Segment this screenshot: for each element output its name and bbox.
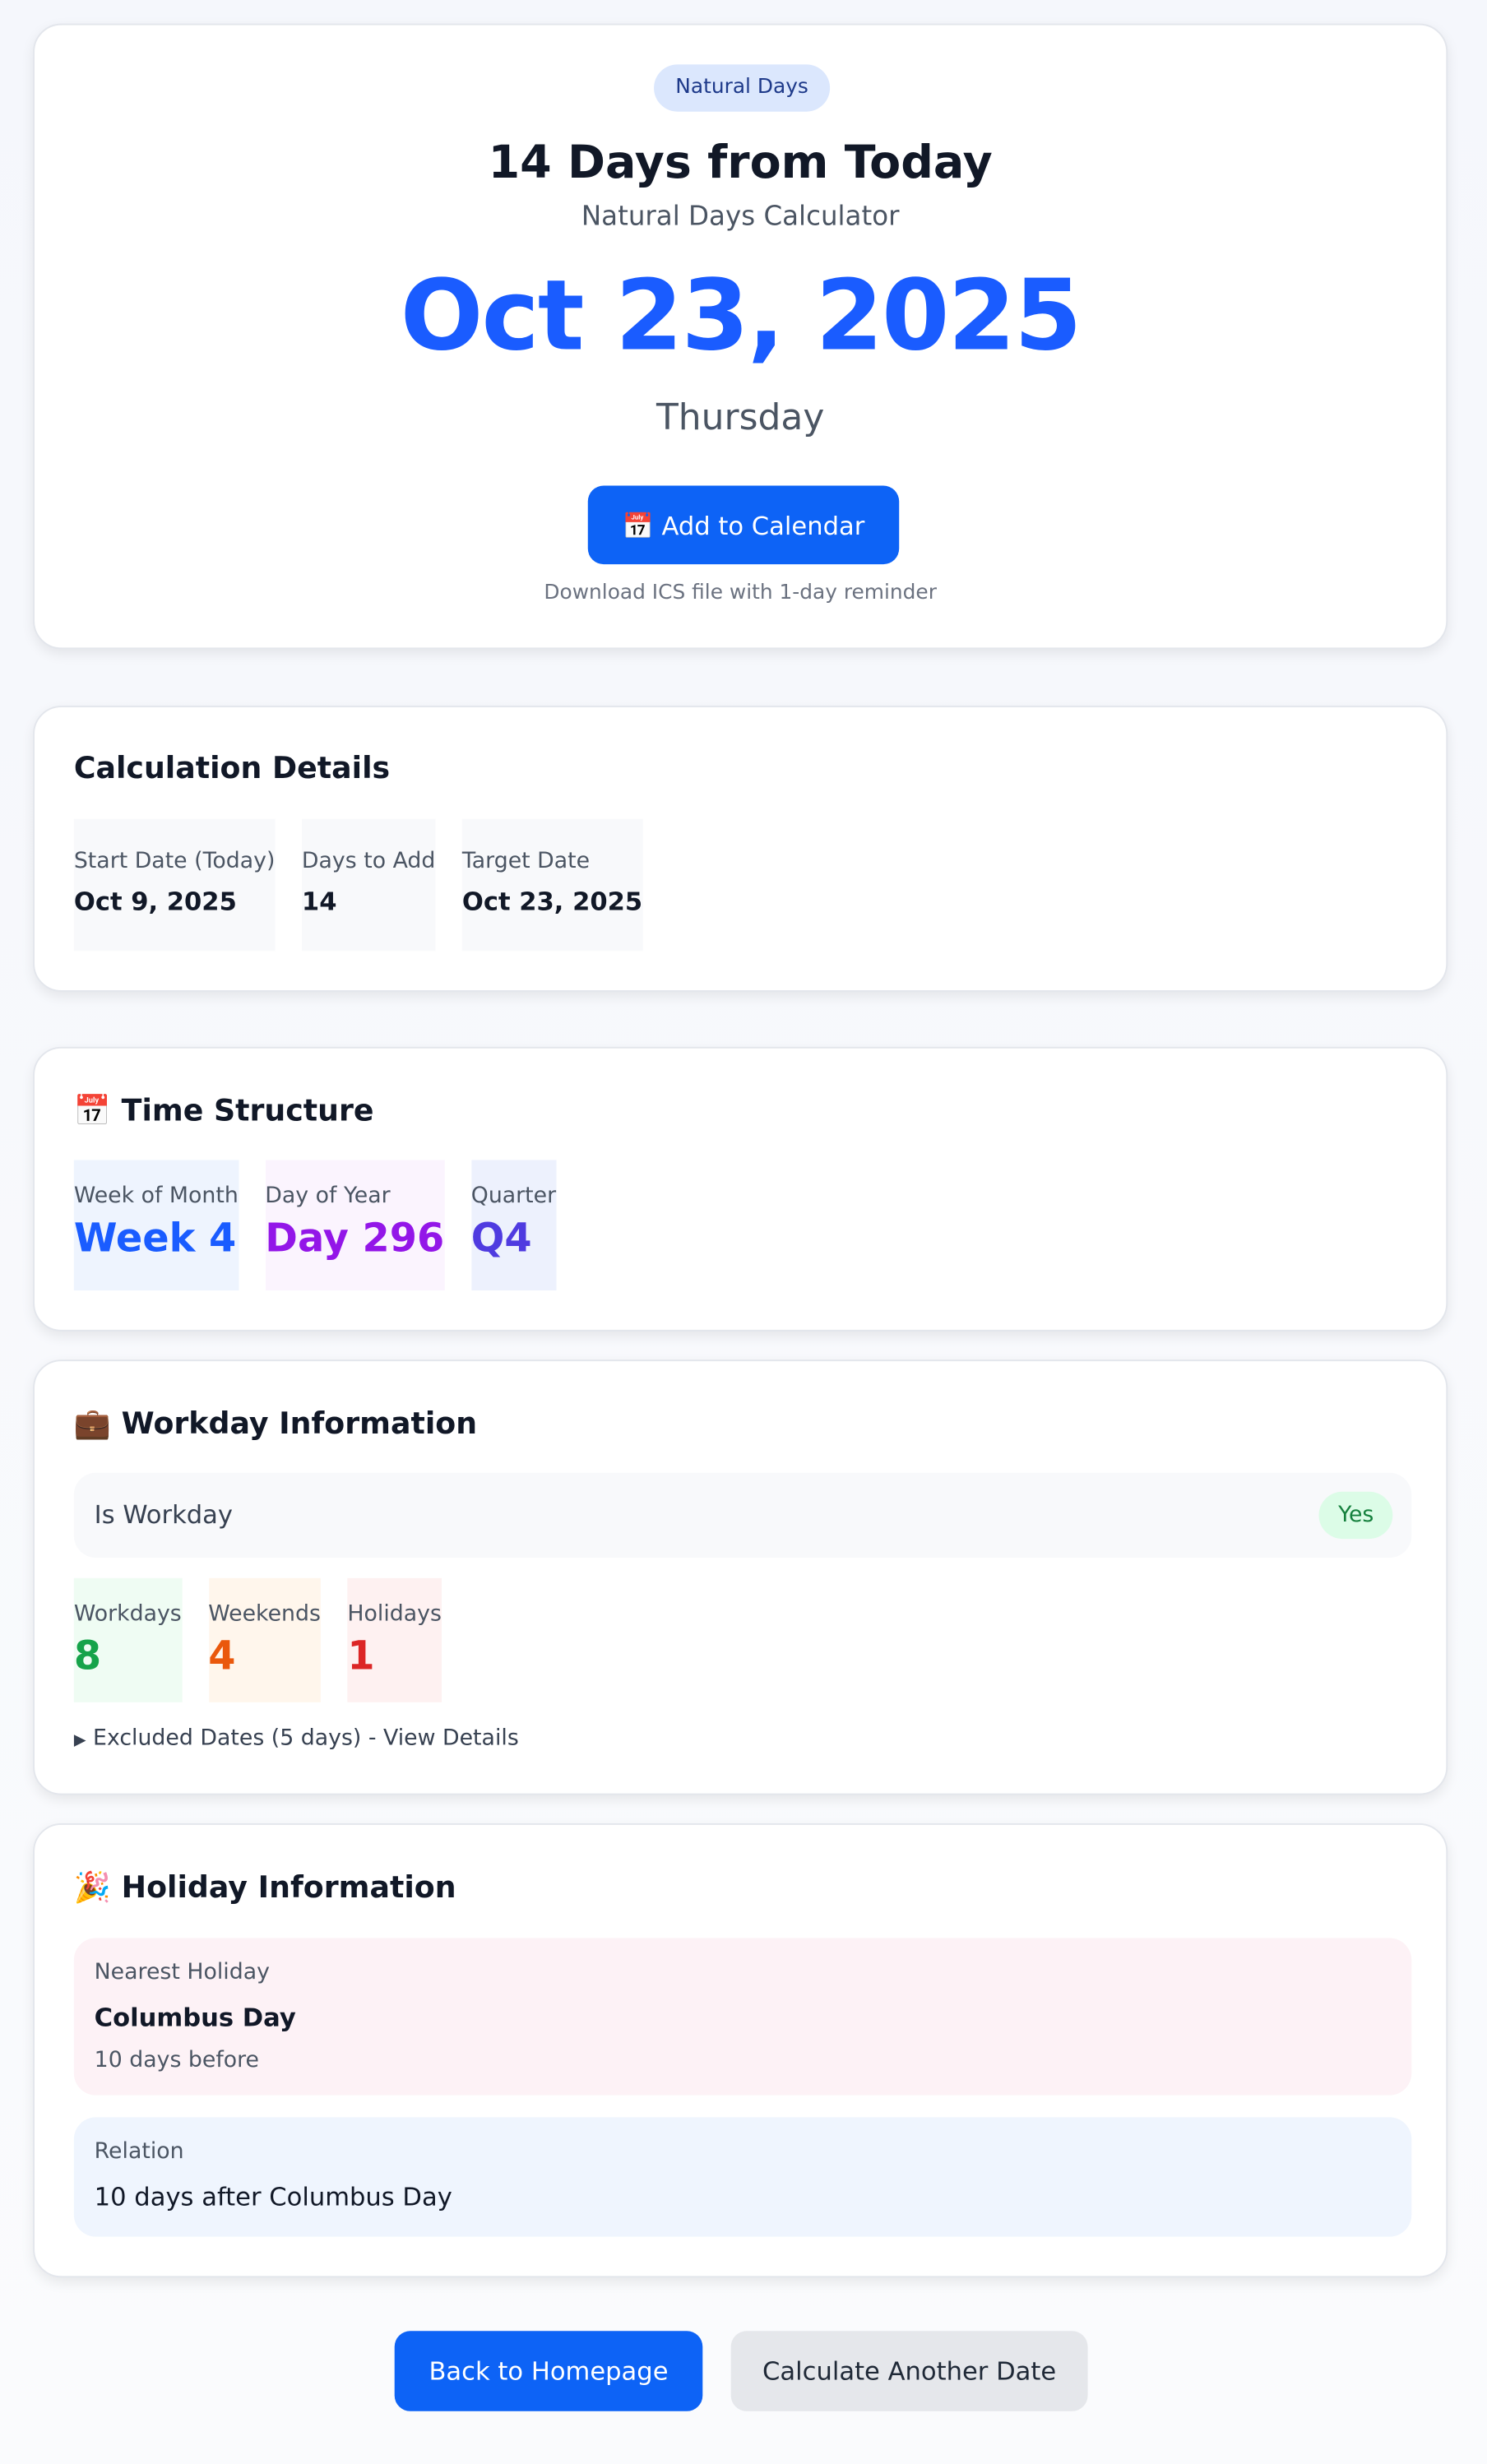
time-grid: Week of Month Week 4 Day of Year Day 296 Qua… [73,1160,1411,1291]
nearest-box: Nearest Holiday Columbus Day 10 days bef… [73,1938,1412,2096]
stat-value: 14 [301,886,337,917]
relation-box: Relation 10 days after Columbus Day [73,2117,1412,2237]
heading: 💼 Workday Information [73,1406,478,1442]
stat-box: Weekends 4 [208,1577,321,1702]
stat-value: Q4 [470,1215,532,1261]
name: Columbus Day [94,2002,296,2033]
stat-box: Workdays 8 [73,1577,182,1702]
title: 14 Days from Today [488,135,993,189]
again-button[interactable]: Calculate Another Date [730,2331,1088,2411]
excluded-text: Excluded Dates (5 days) - View Details [93,1725,519,1752]
row-value: Yes [1319,1491,1393,1540]
heading: Calculation Details [73,751,391,786]
weekday: Thursday [655,397,825,439]
details-grid: Start Date (Today) Oct 9, 2025 Days to Add… [73,818,1411,952]
stat-box: Day of Year Day 296 [265,1160,445,1291]
stat-value: Week 4 [73,1215,237,1261]
result-card: Natural Days 14 Days from Today Natural … [33,23,1448,650]
workday-card: 💼 Workday Information Is Workday Yes Wor… [33,1359,1448,1795]
stat-value: Oct 23, 2025 [461,886,643,917]
stat-box: Days to Add 14 [301,818,436,952]
stat-value: 1 [347,1633,375,1679]
row-label: Is Workday [94,1499,234,1530]
label: Relation [94,2139,184,2165]
badge: Natural Days [654,64,831,112]
back-button[interactable]: Back to Homepage [394,2331,703,2411]
stat-value: Day 296 [265,1215,445,1261]
stat-label: Day of Year [265,1183,391,1209]
stat-label: Weekends [208,1601,321,1628]
stat-label: Target Date [461,849,591,874]
stat-box: Quarter Q4 [470,1160,557,1291]
holiday-card: 🎉 Holiday Information Nearest Holiday Co… [33,1823,1448,2278]
details-card: Calculation Details Start Date (Today) Oc… [33,706,1448,992]
stat-label: Week of Month [73,1183,239,1209]
add-to-calendar[interactable]: 📅 Add to Calendar [587,485,900,565]
note: 10 days before [94,2048,260,2073]
subtitle: Natural Days Calculator [581,201,900,233]
stat-box: Week of Month Week 4 [73,1160,239,1291]
stat-label: Start Date (Today) [73,849,276,874]
stat-box: Start Date (Today) Oct 9, 2025 [73,818,276,952]
stat-value: 8 [73,1633,102,1679]
heading: 🎉 Holiday Information [73,1870,456,1906]
stat-box: Holidays 1 [347,1577,442,1702]
time-card: 📅 Time Structure Week of Month Week 4 Day … [33,1046,1448,1332]
stat-label: Days to Add [301,849,436,874]
label: Nearest Holiday [94,1960,270,1985]
stat-label: Holidays [347,1601,442,1628]
note: Download ICS file with 1-day reminder [544,581,937,605]
workday-row: Is Workday Yes [73,1472,1412,1558]
excluded-toggle[interactable]: ▶ Excluded Dates (5 days) - View Details [73,1725,519,1752]
workday-grid: Workdays 8 Weekends 4 Holidays 1 [73,1577,1411,1702]
stat-box: Target Date Oct 23, 2025 [461,818,643,952]
heading: 📅 Time Structure [73,1094,374,1129]
stat-value: 4 [208,1633,236,1679]
stat-label: Quarter [470,1183,557,1209]
stat-value: Oct 9, 2025 [73,886,237,917]
stat-label: Workdays [73,1601,182,1628]
value: 10 days after Columbus Day [94,2181,452,2212]
target-date: Oct 23, 2025 [400,257,1082,373]
